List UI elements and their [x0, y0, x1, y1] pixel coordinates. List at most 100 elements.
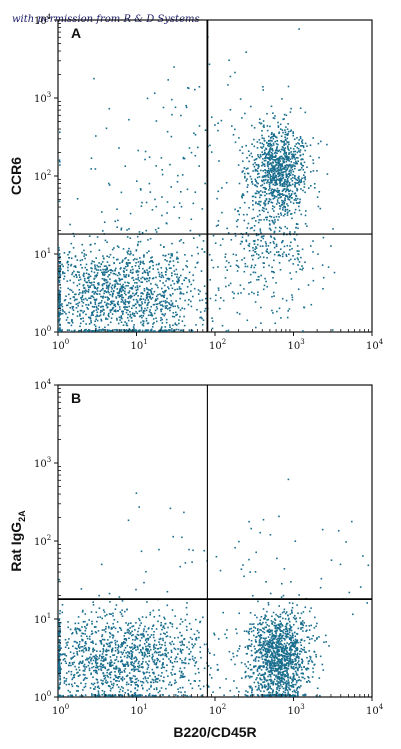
- event-point: [286, 672, 288, 674]
- event-point: [267, 169, 270, 172]
- event-point: [155, 662, 158, 664]
- event-point: [217, 129, 219, 132]
- event-point: [283, 673, 285, 676]
- event-point: [307, 667, 310, 670]
- event-point: [283, 203, 285, 205]
- event-point: [115, 665, 118, 668]
- event-point: [130, 684, 132, 686]
- event-point: [285, 153, 287, 156]
- event-point: [102, 268, 104, 271]
- event-point: [272, 312, 274, 314]
- event-point: [73, 661, 75, 664]
- event-point: [231, 291, 234, 293]
- event-point: [58, 666, 60, 669]
- event-point: [135, 330, 138, 332]
- event-point: [133, 644, 136, 646]
- event-point: [78, 663, 80, 665]
- event-point: [282, 194, 284, 196]
- event-point: [95, 643, 97, 645]
- event-point: [259, 256, 262, 258]
- event-point: [200, 656, 202, 659]
- event-point: [247, 691, 249, 693]
- event-point: [246, 265, 249, 268]
- event-point: [127, 253, 129, 255]
- event-point: [135, 278, 137, 280]
- event-point: [126, 629, 129, 631]
- event-point: [298, 261, 301, 263]
- event-point: [261, 161, 264, 164]
- event-point: [284, 632, 286, 635]
- event-point: [157, 674, 160, 677]
- event-point: [79, 329, 82, 332]
- event-point: [260, 665, 263, 667]
- event-point: [135, 588, 137, 591]
- event-point: [169, 681, 171, 684]
- event-point: [309, 681, 311, 683]
- event-point: [285, 160, 288, 163]
- event-point: [121, 296, 123, 298]
- event-point: [189, 695, 191, 698]
- event-point: [137, 694, 140, 697]
- event-point: [287, 166, 290, 168]
- event-point: [85, 659, 87, 661]
- event-point: [75, 629, 77, 631]
- event-point: [276, 686, 278, 689]
- event-point: [121, 659, 123, 661]
- event-point: [111, 288, 113, 290]
- event-point: [249, 686, 251, 689]
- event-point: [116, 621, 119, 623]
- event-point: [281, 193, 284, 195]
- event-point: [140, 304, 142, 306]
- event-point: [260, 652, 263, 654]
- event-point: [149, 695, 151, 697]
- event-point: [86, 623, 89, 625]
- event-point: [291, 165, 293, 168]
- event-point: [277, 164, 279, 166]
- event-point: [161, 329, 163, 332]
- event-point: [312, 251, 314, 253]
- event-point: [217, 287, 220, 289]
- event-point: [146, 655, 149, 658]
- event-point: [116, 667, 118, 670]
- event-point: [262, 145, 265, 148]
- event-point: [131, 287, 134, 289]
- event-point: [72, 676, 74, 679]
- event-point: [93, 277, 96, 280]
- event-point: [119, 283, 121, 286]
- event-point: [280, 179, 283, 182]
- event-point: [111, 270, 114, 272]
- event-point: [90, 657, 93, 659]
- event-point: [251, 226, 253, 229]
- event-point: [220, 119, 223, 122]
- event-point: [279, 169, 281, 171]
- event-point: [259, 245, 262, 247]
- event-point: [129, 250, 132, 253]
- event-point: [266, 610, 268, 613]
- event-point: [200, 270, 203, 272]
- event-point: [126, 306, 128, 308]
- event-point: [103, 675, 105, 677]
- event-point: [152, 634, 155, 636]
- event-point: [165, 269, 168, 271]
- event-point: [102, 649, 105, 651]
- event-point: [194, 154, 197, 157]
- event-point: [71, 632, 74, 634]
- event-point: [281, 255, 284, 258]
- event-point: [286, 145, 289, 148]
- event-point: [109, 661, 111, 664]
- event-point: [80, 649, 83, 652]
- event-point: [290, 107, 292, 110]
- event-point: [146, 663, 149, 665]
- event-point: [281, 678, 283, 680]
- event-point: [319, 694, 321, 697]
- event-point: [110, 286, 113, 288]
- event-point: [158, 262, 160, 265]
- event-point: [327, 266, 330, 268]
- event-point: [122, 296, 124, 299]
- event-point: [283, 694, 285, 696]
- event-point: [271, 644, 273, 646]
- event-point: [80, 297, 82, 299]
- event-point: [268, 158, 270, 160]
- event-point: [132, 254, 135, 256]
- event-point: [154, 300, 157, 302]
